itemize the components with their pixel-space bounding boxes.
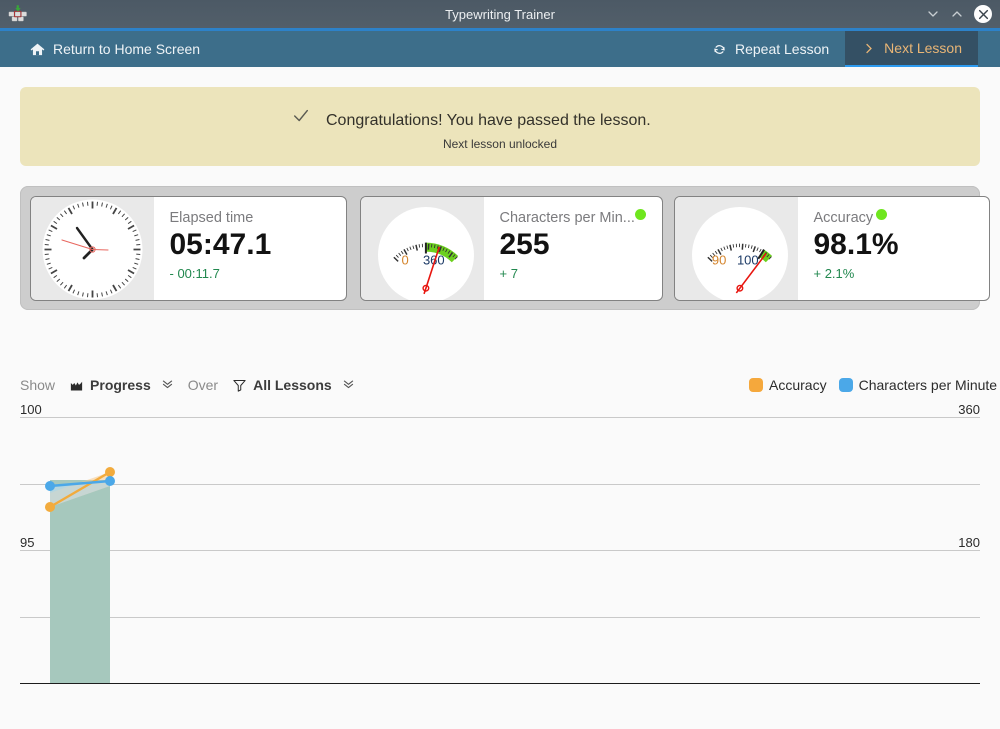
svg-text:90: 90	[711, 252, 725, 267]
svg-text:0: 0	[401, 252, 408, 267]
svg-text:100: 100	[736, 252, 758, 267]
